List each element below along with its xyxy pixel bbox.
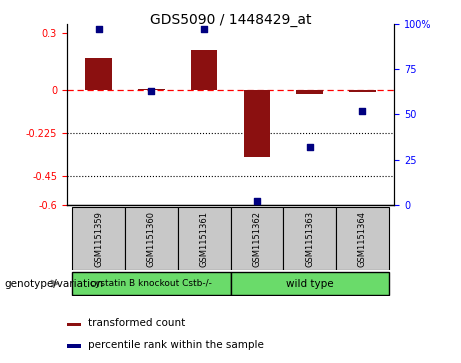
Bar — [67, 323, 81, 326]
Text: wild type: wild type — [286, 278, 333, 289]
Text: GSM1151360: GSM1151360 — [147, 211, 156, 267]
Bar — [67, 344, 81, 348]
Polygon shape — [284, 207, 336, 270]
Point — [95, 26, 102, 32]
Point — [253, 199, 260, 204]
Polygon shape — [177, 207, 230, 270]
Text: GSM1151359: GSM1151359 — [94, 211, 103, 266]
Bar — [191, 50, 217, 90]
Text: genotype/variation: genotype/variation — [5, 278, 104, 289]
Polygon shape — [336, 207, 389, 270]
Bar — [349, 90, 376, 92]
Point — [148, 88, 155, 94]
Polygon shape — [230, 207, 284, 270]
Bar — [138, 89, 165, 90]
Text: GSM1151362: GSM1151362 — [252, 211, 261, 267]
Text: percentile rank within the sample: percentile rank within the sample — [88, 339, 264, 350]
Polygon shape — [72, 272, 230, 295]
Bar — [85, 58, 112, 90]
Text: GSM1151361: GSM1151361 — [200, 211, 209, 267]
Polygon shape — [125, 207, 177, 270]
Point — [306, 144, 313, 150]
Polygon shape — [72, 207, 125, 270]
Polygon shape — [230, 272, 389, 295]
Bar — [296, 90, 323, 94]
Text: cystatin B knockout Cstb-/-: cystatin B knockout Cstb-/- — [90, 279, 212, 288]
Text: GSM1151363: GSM1151363 — [305, 211, 314, 267]
Point — [201, 26, 208, 32]
Text: transformed count: transformed count — [88, 318, 185, 328]
Bar — [244, 90, 270, 157]
Point — [359, 108, 366, 114]
Text: GSM1151364: GSM1151364 — [358, 211, 367, 267]
Text: GDS5090 / 1448429_at: GDS5090 / 1448429_at — [150, 13, 311, 27]
